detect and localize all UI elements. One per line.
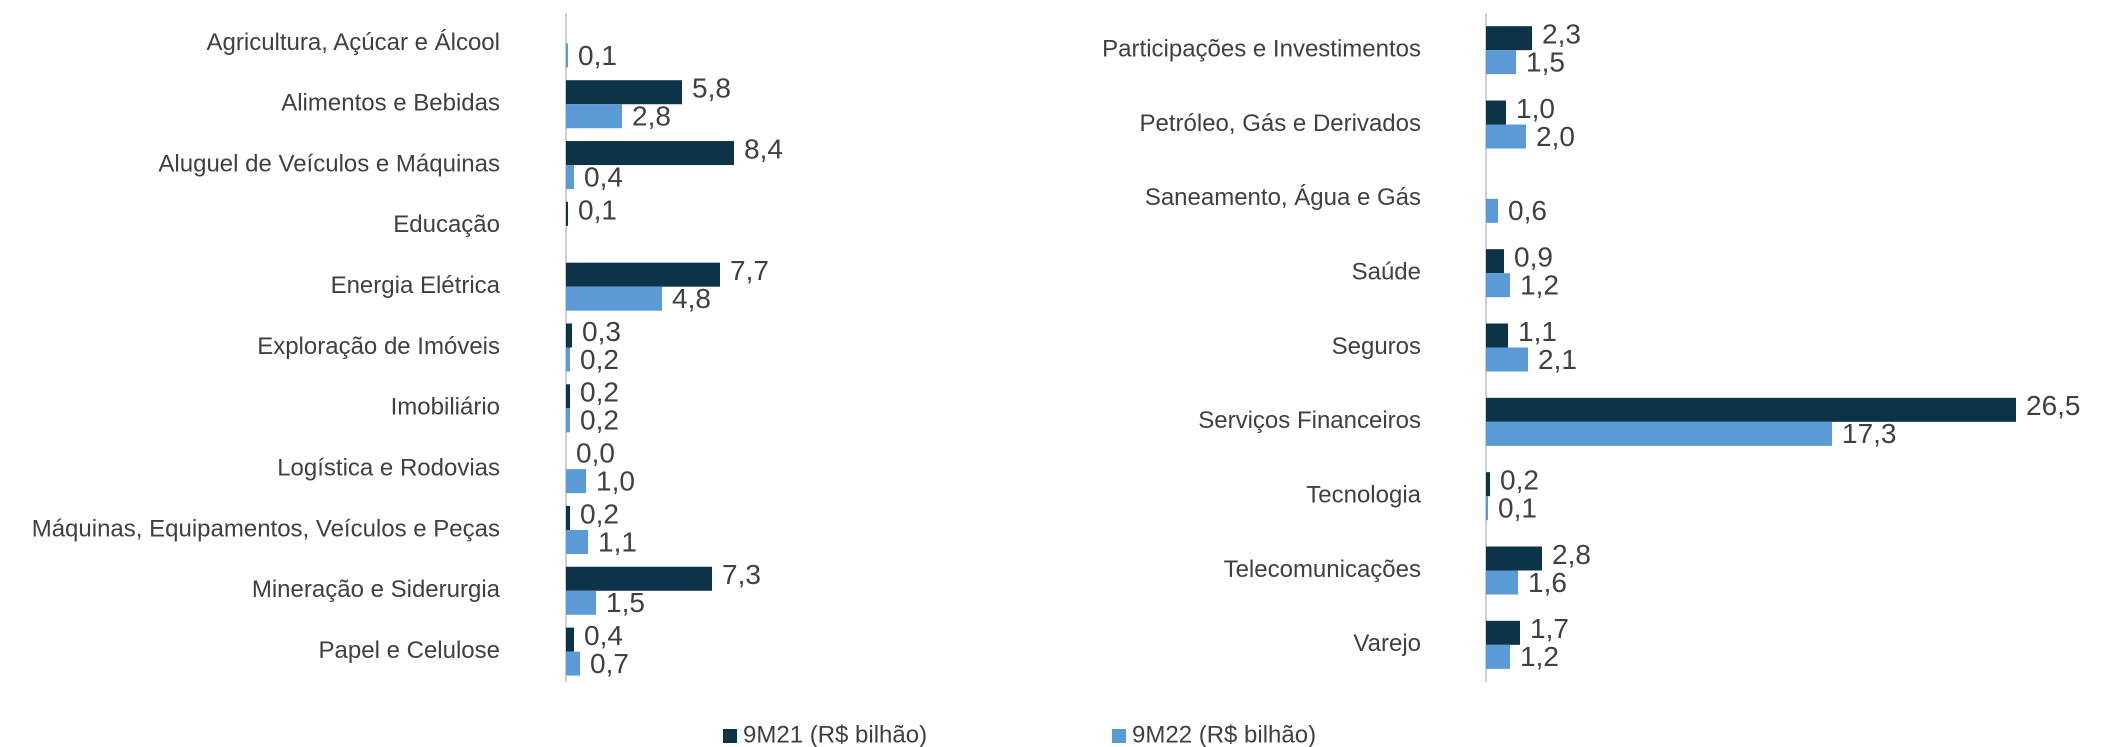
value-label: 2,8 [1552,539,1591,570]
value-label: 0,6 [1508,195,1547,226]
category-label: Imobiliário [391,394,500,421]
bar [1486,620,1520,645]
value-label: 7,3 [722,559,761,590]
value-label: 0,2 [580,377,619,408]
value-label: 26,5 [2026,390,2081,421]
category-label: Serviços Financeiros [1198,407,1421,434]
category-label: Saúde [1352,259,1421,286]
bar [1486,50,1516,75]
category-label: Papel e Celulose [319,637,500,664]
value-label: 0,4 [584,161,623,192]
category-label: Telecomunicações [1224,556,1421,583]
bar [566,590,596,615]
value-label: 0,1 [578,194,617,225]
category-label: Participações e Investimentos [1102,36,1421,63]
bar [1486,570,1518,595]
bar [1486,546,1542,571]
bar [566,165,574,190]
value-label: 1,1 [598,526,637,557]
category-label: Aluguel de Veículos e Máquinas [158,150,500,177]
value-label: 1,7 [1530,613,1569,644]
value-label: 0,7 [590,648,629,679]
bar [566,286,662,311]
value-label: 17,3 [1842,418,1897,449]
value-label: 0,4 [584,620,623,651]
bar [566,566,712,591]
bar [1486,397,2016,422]
value-label: 5,8 [692,73,731,104]
value-label: 2,1 [1538,344,1577,375]
bar [1486,421,1832,446]
value-label: 1,2 [1520,270,1559,301]
bar [566,323,572,348]
bar [566,104,622,129]
category-label: Saneamento, Água e Gás [1145,184,1421,211]
value-label: 7,7 [730,255,769,286]
bar [1486,472,1490,497]
value-label: 1,0 [1516,93,1555,124]
value-label: 0,0 [576,438,615,469]
value-label: 0,3 [582,316,621,347]
value-label: 0,9 [1514,242,1553,273]
category-label: Mineração e Siderurgia [252,576,501,603]
bar [566,505,570,530]
value-label: 1,6 [1528,567,1567,598]
value-label: 1,0 [596,466,635,497]
category-label: Seguros [1332,333,1421,360]
bar [1486,26,1532,51]
bar [566,529,588,554]
bar [566,384,570,409]
category-label: Agricultura, Açúcar e Álcool [207,29,500,56]
value-label: 0,2 [580,344,619,375]
bar [1486,644,1510,669]
value-label: 8,4 [744,133,783,164]
legend-label: 9M22 (R$ bilhão) [1132,721,1316,747]
bar [1486,100,1506,125]
category-label: Tecnologia [1306,482,1421,509]
bar [566,80,682,105]
legend-swatch [1112,729,1126,743]
bar [1486,347,1528,372]
value-label: 0,1 [578,40,617,71]
bar [566,201,568,226]
value-label: 0,2 [580,498,619,529]
value-label: 4,8 [672,283,711,314]
bar [566,651,580,676]
bar [1486,124,1526,149]
value-label: 1,1 [1518,316,1557,347]
bar [1486,273,1510,298]
bar [566,43,568,68]
bar [1486,198,1498,223]
category-label: Alimentos e Bebidas [281,90,500,117]
value-label: 0,2 [1500,465,1539,496]
category-label: Máquinas, Equipamentos, Veículos e Peças [32,515,500,542]
category-label: Petróleo, Gás e Derivados [1140,110,1421,137]
value-label: 0,1 [1498,493,1537,524]
bar [566,469,586,494]
value-label: 2,8 [632,101,671,132]
bar [566,408,570,433]
bar [566,262,720,287]
bar [1486,323,1508,348]
value-label: 0,2 [580,405,619,436]
category-label: Exploração de Imóveis [257,333,500,360]
category-label: Logística e Rodovias [277,454,500,481]
value-label: 2,3 [1542,19,1581,50]
category-label: Energia Elétrica [331,272,501,299]
bar [1486,496,1488,521]
bar [566,627,574,652]
bar [566,347,570,372]
legend-label: 9M21 (R$ bilhão) [743,721,927,747]
bar [1486,249,1504,274]
value-label: 1,5 [606,587,645,618]
category-label: Educação [393,211,500,238]
category-label: Varejo [1353,630,1421,657]
legend-swatch [723,729,737,743]
value-label: 1,5 [1526,47,1565,78]
value-label: 2,0 [1536,121,1575,152]
bar [566,141,734,166]
value-label: 1,2 [1520,641,1559,672]
